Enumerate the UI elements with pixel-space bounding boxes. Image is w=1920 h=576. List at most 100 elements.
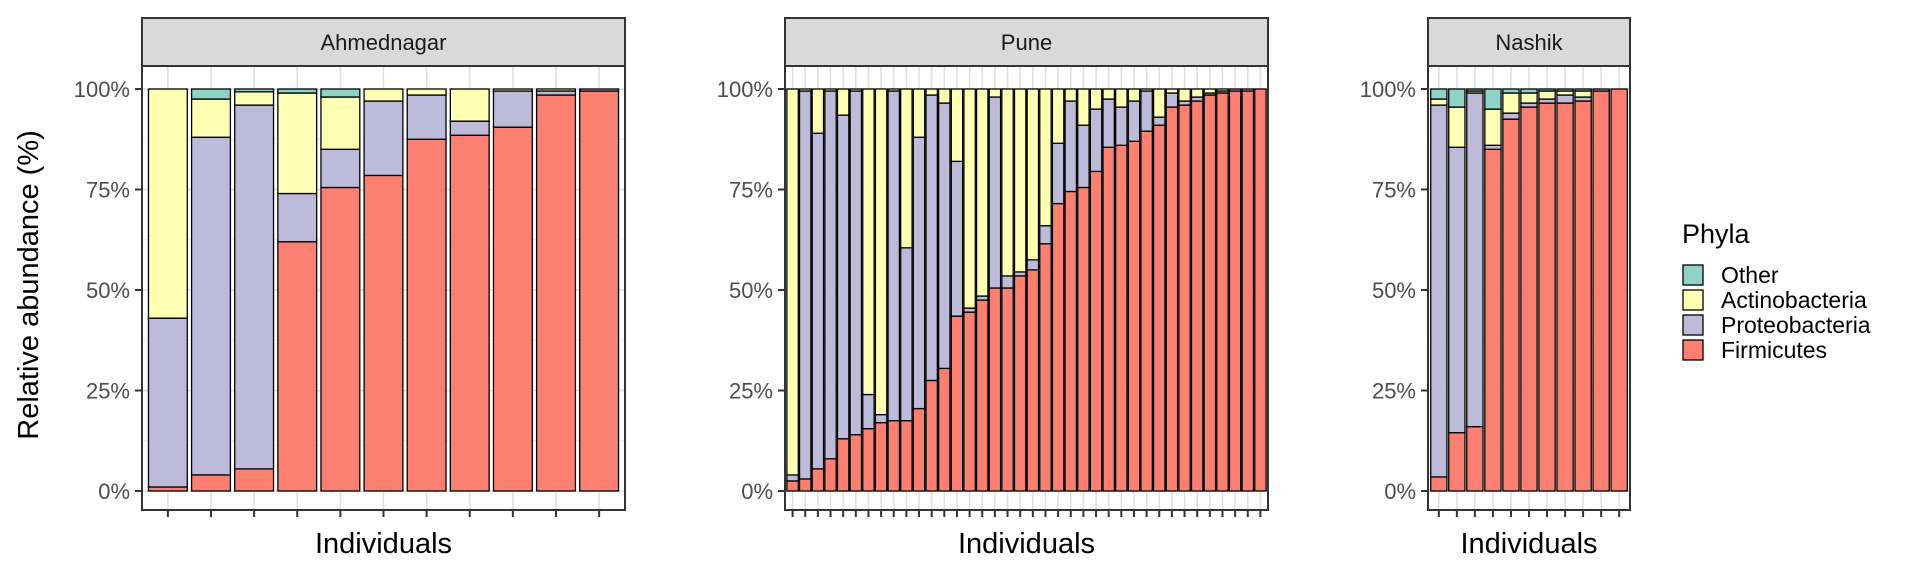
x-axis-label: Individuals (958, 528, 1095, 560)
bar-stack (1254, 88, 1267, 492)
bar-segment-proteobacteria (1064, 100, 1078, 193)
bar-segment-proteobacteria (277, 192, 318, 243)
bar-stack (811, 88, 825, 492)
bar-segment-proteobacteria (811, 132, 825, 470)
bar-segment-proteobacteria (798, 90, 812, 480)
bar-segment-proteobacteria (1152, 116, 1166, 126)
bar-stack (1203, 88, 1217, 492)
bar-stack (1228, 88, 1242, 492)
bar-stack (1178, 88, 1191, 492)
bar-stack (786, 88, 799, 492)
bar-stack (1051, 88, 1065, 492)
bar-segment-actinobacteria (1190, 88, 1204, 98)
bar-segment-firmicutes (1064, 190, 1078, 492)
bar-segment-proteobacteria (1448, 146, 1466, 434)
x-axis-label: Individuals (315, 528, 452, 560)
bar-segment-actinobacteria (1484, 108, 1502, 146)
bar-segment-other (1448, 88, 1466, 108)
bar-segment-proteobacteria (900, 247, 913, 422)
bar-segment-proteobacteria (1556, 94, 1574, 104)
bar-segment-firmicutes (277, 241, 318, 492)
bar-segment-firmicutes (363, 174, 404, 492)
bar-stack (234, 88, 275, 492)
bar-segment-actinobacteria (1502, 92, 1520, 114)
bar-segment-proteobacteria (786, 474, 799, 482)
bar-segment-proteobacteria (849, 90, 863, 436)
bar-stack (1592, 88, 1610, 492)
facet-strip (141, 17, 626, 67)
facet-title: Nashik (1495, 30, 1563, 55)
y-tick-label: 100% (74, 77, 130, 102)
bar-segment-firmicutes (1089, 170, 1103, 492)
bar-segment-actinobacteria (1077, 88, 1090, 126)
bar-segment-actinobacteria (975, 88, 989, 297)
bar-stack (1127, 88, 1141, 492)
bar-segment-actinobacteria (1114, 88, 1128, 108)
bar-stack (1538, 88, 1556, 492)
bar-segment-actinobacteria (798, 88, 812, 92)
bar-segment-actinobacteria (811, 88, 825, 134)
y-tick-label: 25% (86, 379, 130, 404)
bar-segment-proteobacteria (492, 90, 533, 128)
bar-segment-actinobacteria (1051, 88, 1065, 144)
bar-segment-firmicutes (579, 90, 620, 492)
bar-segment-actinobacteria (234, 91, 275, 106)
bar-stack (1013, 88, 1027, 492)
bar-segment-firmicutes (937, 367, 951, 492)
bar-stack (1466, 88, 1484, 492)
bar-segment-proteobacteria (190, 136, 232, 476)
bar-segment-firmicutes (836, 438, 850, 492)
bar-segment-actinobacteria (320, 96, 361, 150)
bar-segment-actinobacteria (1430, 98, 1448, 106)
y-tick-label: 100% (1360, 77, 1416, 102)
bar-segment-proteobacteria (579, 88, 620, 92)
facet-panel: Pune 0% 25% 50% 75% 100% Individuals (717, 17, 1269, 560)
bar-segment-firmicutes (1216, 92, 1229, 492)
bar-stack (320, 88, 361, 492)
bar-segment-proteobacteria (1466, 92, 1484, 428)
bar-segment-proteobacteria (1102, 98, 1116, 148)
bar-stack (1610, 88, 1628, 492)
bar-segment-other (277, 88, 318, 94)
bar-segment-proteobacteria (1228, 88, 1242, 92)
bar-segment-firmicutes (912, 407, 926, 492)
legend-label: Other (1721, 262, 1779, 288)
bar-segment-proteobacteria (234, 104, 275, 470)
bar-segment-firmicutes (406, 138, 447, 492)
bar-stack (1430, 88, 1448, 492)
bar-segment-actinobacteria (1216, 88, 1229, 92)
bar-stack (862, 88, 875, 492)
bar-segment-actinobacteria (1203, 88, 1217, 94)
bar-stack (363, 88, 404, 492)
bar-segment-firmicutes (1001, 287, 1014, 492)
bar-segment-actinobacteria (1140, 88, 1153, 92)
bar-segment-firmicutes (786, 480, 799, 492)
bar-segment-proteobacteria (862, 393, 875, 430)
bar-stack (190, 88, 232, 492)
y-tick-label: 100% (717, 77, 773, 102)
bar-segment-proteobacteria (1001, 275, 1014, 289)
bar-stack (988, 88, 1002, 492)
bar-segment-firmicutes (1013, 275, 1027, 492)
bar-segment-firmicutes (1127, 140, 1141, 492)
bar-segment-actinobacteria (824, 88, 837, 92)
panel-border (784, 65, 1269, 511)
bar-segment-actinobacteria (1448, 106, 1466, 148)
bar-segment-other (234, 88, 275, 93)
bar-segment-actinobacteria (925, 88, 939, 96)
bar-stack (1026, 88, 1040, 492)
bar-stack (1165, 88, 1179, 492)
bar-segment-firmicutes (492, 126, 533, 492)
bar-segment-firmicutes (1241, 90, 1255, 492)
bar-segment-actinobacteria (1538, 90, 1556, 100)
bar-segment-actinobacteria (1026, 88, 1040, 261)
bar-segment-proteobacteria (1165, 92, 1179, 108)
bar-segment-firmicutes (1610, 88, 1628, 492)
bar-stack (900, 88, 913, 492)
y-tick-label: 75% (1372, 178, 1416, 203)
bar-stack (963, 88, 976, 492)
bar-stack (824, 88, 837, 492)
bar-segment-actinobacteria (950, 88, 964, 163)
bar-segment-proteobacteria (1592, 88, 1610, 92)
